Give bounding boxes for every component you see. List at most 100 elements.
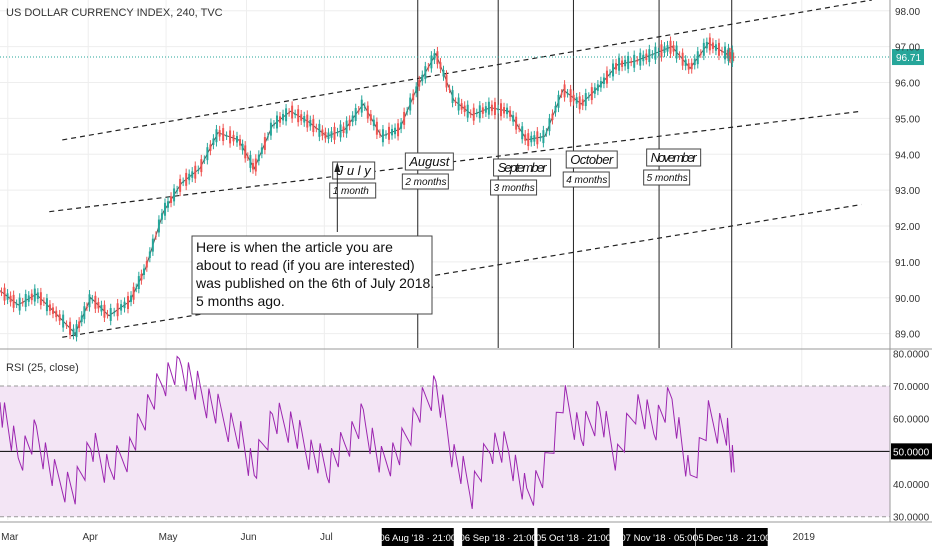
candle-body (503, 107, 506, 114)
candle-body (106, 314, 109, 316)
candle-body (24, 294, 27, 307)
x-axis-highlight-label: 05 Dec '18 · 21:00 (693, 533, 770, 544)
candle-body (666, 45, 669, 52)
candle-body (724, 46, 727, 60)
month-name-box[interactable] (565, 150, 618, 169)
candle-body (21, 302, 24, 304)
candle-body (590, 87, 593, 101)
price-axis-tick: 94.00 (895, 150, 920, 161)
candle-body (554, 105, 557, 113)
candle-body (569, 89, 572, 103)
candle-body (726, 54, 729, 56)
candle-body (85, 306, 88, 308)
candle-body (657, 52, 660, 54)
month-duration-box[interactable] (401, 173, 449, 190)
candle-body (132, 286, 135, 300)
candle-body (291, 105, 294, 119)
month-name-box[interactable] (646, 148, 702, 167)
candle-body (475, 113, 478, 115)
candle-body (439, 62, 442, 69)
candle-body (621, 60, 624, 67)
candle-body (69, 321, 72, 335)
candle-body (109, 308, 112, 321)
month-duration-box[interactable] (490, 179, 538, 196)
month-duration-box[interactable] (329, 182, 377, 199)
candle-body (478, 105, 481, 119)
channel-trendline[interactable] (62, 0, 872, 141)
candle-body (42, 301, 45, 303)
candle-body (451, 90, 454, 104)
candle-body (672, 45, 675, 52)
candle-body (424, 66, 427, 80)
candle-body (596, 84, 599, 91)
candle-body (457, 97, 460, 111)
article-arrowhead (334, 162, 341, 172)
candle-body (263, 137, 266, 150)
candle-body (257, 154, 260, 162)
candle-body (100, 305, 103, 312)
candle-body (36, 292, 39, 299)
candle-body (6, 293, 9, 300)
article-note-line: about to read (if you are interested) (196, 257, 415, 273)
candle-body (33, 288, 36, 302)
candle-body (642, 54, 645, 62)
candle-body (232, 134, 235, 142)
candle-body (512, 115, 515, 122)
month-name-box[interactable] (404, 152, 454, 171)
candle-body (681, 52, 684, 66)
month-duration-label: 1 month (333, 186, 370, 197)
channel-trendline[interactable] (49, 110, 862, 213)
x-axis-month-label: May (159, 532, 178, 543)
candle-body (581, 99, 584, 106)
candle-body (127, 296, 130, 310)
price-line (0, 42, 735, 335)
candle-body (702, 42, 705, 56)
x-axis-highlight-pill (537, 528, 610, 546)
candle-body (363, 106, 366, 108)
candle-body (39, 292, 42, 306)
candle-body (433, 53, 436, 60)
candle-body (469, 113, 472, 115)
month-duration-box[interactable] (562, 171, 610, 188)
candle-body (30, 293, 33, 301)
x-axis-highlight-pill (381, 528, 454, 546)
candle-body (130, 295, 133, 302)
candle-body (348, 119, 351, 127)
candle-body (463, 105, 466, 113)
candle-body (448, 88, 451, 90)
candle-body (660, 44, 663, 58)
candle-body (116, 303, 119, 317)
candle-body (251, 162, 254, 170)
candle-body (194, 165, 197, 179)
candle-body (372, 119, 375, 127)
candle-body (578, 96, 581, 110)
candle-body (272, 124, 275, 126)
candle-body (182, 181, 185, 183)
month-name-box[interactable] (332, 161, 376, 180)
candle-body (315, 127, 318, 129)
candle-body (481, 107, 484, 114)
article-note-line: Here is when the article you are (196, 239, 393, 255)
rsi-axis-tick: 40.0000 (893, 480, 930, 491)
candle-body (209, 144, 212, 151)
candle-body (732, 56, 735, 58)
candle-body (602, 77, 605, 84)
candle-body (728, 51, 731, 59)
channel-trendline[interactable] (62, 203, 862, 338)
price-axis-tick: 92.00 (895, 222, 920, 233)
candle-body (521, 126, 524, 140)
x-axis-highlight-label: 05 Oct '18 · 21:00 (536, 533, 611, 544)
month-name-box[interactable] (493, 158, 552, 177)
candle-body (490, 104, 493, 112)
article-note-box[interactable] (191, 235, 433, 315)
price-axis-tick: 97.00 (895, 43, 920, 54)
month-duration-box[interactable] (643, 169, 691, 186)
candle-body (527, 133, 530, 147)
candle-body (509, 110, 512, 117)
candle-body (206, 147, 209, 161)
month-name-label: August (408, 154, 450, 169)
candle-body (381, 129, 384, 143)
candle-body (663, 46, 666, 53)
candle-body (633, 54, 636, 68)
